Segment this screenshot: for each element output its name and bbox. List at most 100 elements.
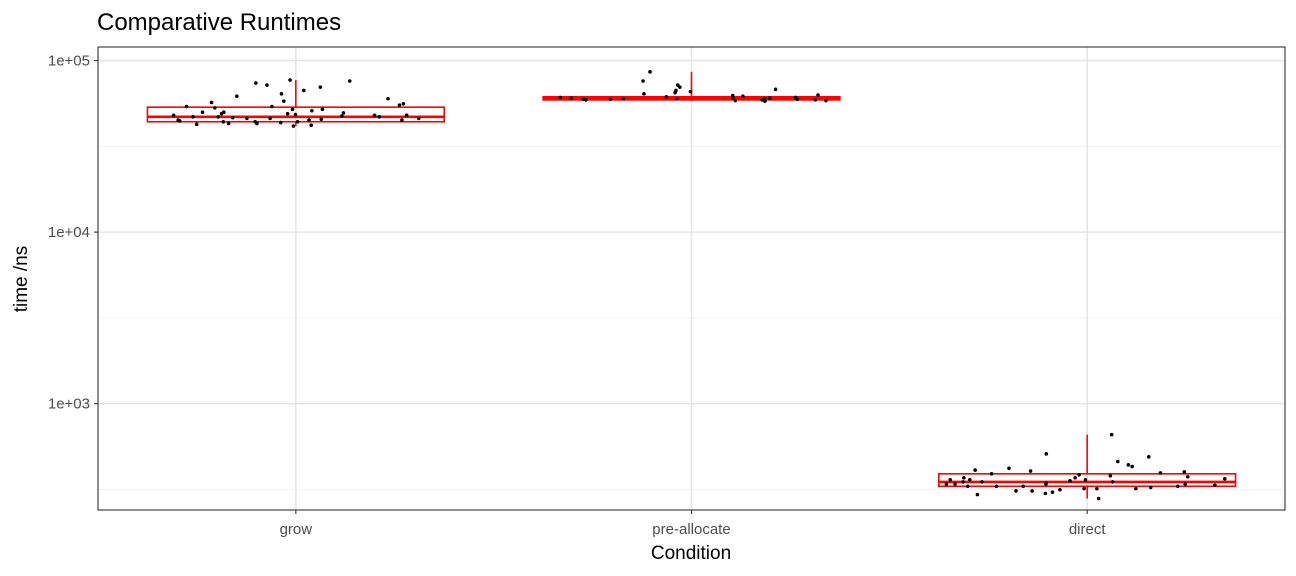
data-point [318,85,323,89]
data-point [320,107,325,112]
data-point [795,97,800,102]
data-point [290,107,295,112]
data-point [962,475,966,480]
data-point [293,112,298,117]
data-point [1116,459,1120,464]
data-point [221,119,226,124]
data-point [1058,487,1062,492]
data-point [184,104,189,109]
data-point [265,83,269,87]
data-point [372,113,377,118]
data-point [1185,474,1190,479]
data-point [309,123,314,128]
data-point [1158,471,1163,475]
data-point [730,96,735,100]
data-point [253,119,257,124]
data-point [268,116,272,121]
data-point [194,122,199,127]
data-point [664,95,669,99]
data-point [230,115,235,120]
data-point [1082,486,1086,491]
data-point [1068,479,1072,483]
data-point [401,101,406,106]
data-point [377,115,382,119]
data-point [1073,475,1077,480]
data-point [973,468,977,472]
data-point [975,492,980,497]
data-point [1077,472,1081,477]
data-point [279,92,284,96]
data-point [282,99,286,103]
chart-title: Comparative Runtimes [97,9,341,36]
data-point [1213,483,1217,487]
data-point [948,477,953,482]
grid [98,47,1285,510]
data-point [245,116,249,121]
data-point [1044,452,1049,456]
data-point [1182,470,1187,474]
data-point [968,477,972,482]
data-point [226,121,231,126]
data-point [307,118,311,122]
data-point [302,88,306,93]
data-point [648,70,652,74]
x-tick-label: grow [280,521,313,538]
data-point [1007,466,1011,471]
data-point [404,113,409,118]
y-tick-label: 1e+04 [48,224,90,241]
data-point [171,113,176,118]
data-point [1083,477,1088,482]
data-point [400,118,404,122]
data-point [994,484,999,489]
data-point [641,79,645,83]
data-point [773,87,778,92]
data-point [1050,490,1055,494]
data-point [763,99,767,103]
x-tick-label: direct [1069,521,1107,538]
data-point [216,115,221,119]
data-point [675,83,680,87]
data-point [961,480,965,484]
data-point [288,78,292,82]
data-point [235,94,239,98]
data-point [621,96,626,101]
data-point [1095,486,1099,491]
data-point [1146,455,1151,459]
data-point [674,96,679,101]
data-point [953,482,957,486]
data-point [1044,482,1048,486]
data-point [319,117,324,122]
box-body [937,473,1237,488]
data-point [278,120,283,125]
y-axis-title: time /ns [11,246,32,313]
data-point [270,104,274,109]
data-point [295,119,300,124]
data-point [767,96,772,100]
data-point [1126,463,1131,467]
data-point [944,482,949,486]
data-point [222,110,226,115]
data-point [980,480,984,484]
data-point [191,115,195,119]
data-point [608,97,613,102]
data-point [347,79,352,83]
data-point [386,96,390,101]
data-point [816,93,820,97]
data-point [558,95,562,100]
boxes [146,71,1237,499]
data-point [291,124,296,128]
data-point [1028,469,1033,473]
data-point [310,108,314,113]
data-point [1030,489,1034,493]
data-points [171,70,1227,501]
data-point [1148,485,1153,490]
data-point [1109,432,1114,437]
data-point [1175,484,1180,489]
data-point [254,81,258,85]
data-point [989,472,994,476]
data-point [1043,491,1048,496]
data-point [285,111,290,116]
y-tick-label: 1e+03 [48,396,90,413]
data-point [688,89,693,94]
